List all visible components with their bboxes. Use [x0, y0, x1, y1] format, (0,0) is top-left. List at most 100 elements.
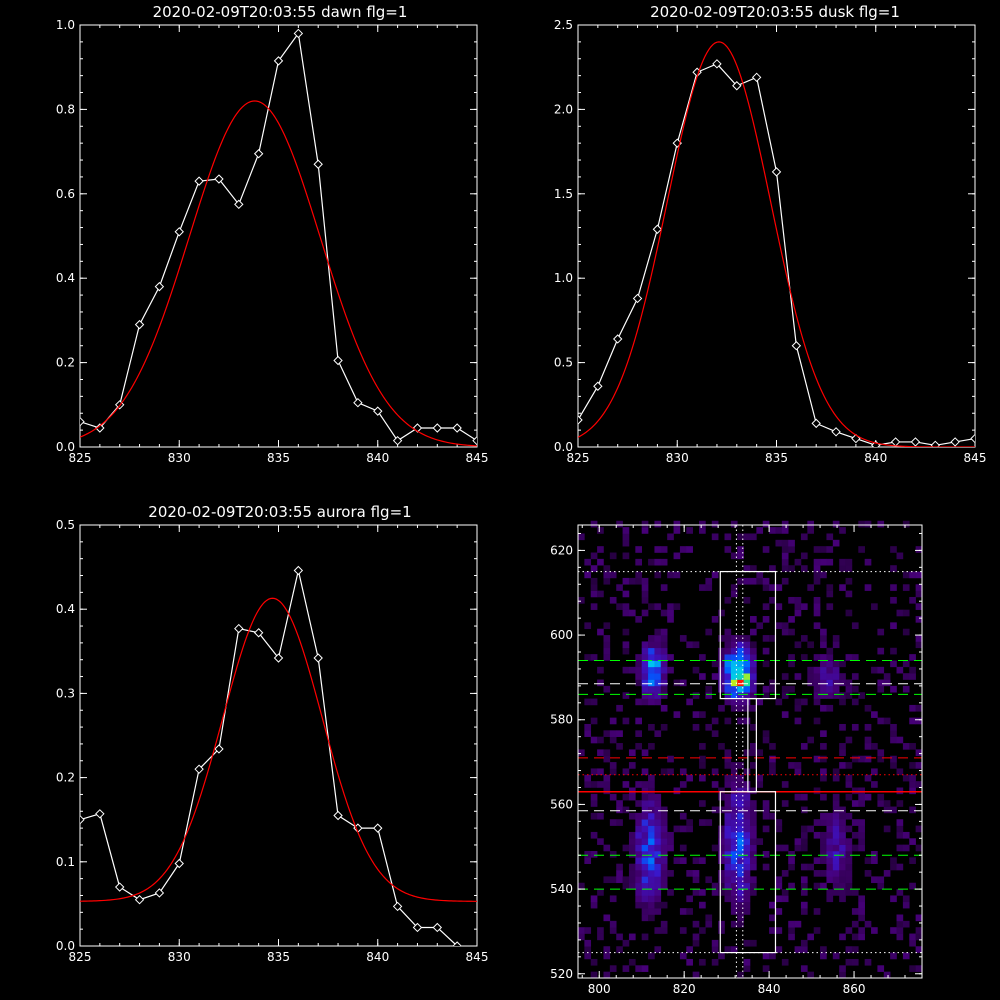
image-heatmap-cell — [883, 679, 891, 687]
image-heatmap-cell — [743, 698, 751, 706]
image-heatmap-cell — [807, 666, 814, 674]
aurora-data-point — [114, 882, 125, 892]
image-heatmap-cell — [826, 558, 834, 566]
image-heatmap-cell — [737, 889, 744, 896]
image-heatmap-cell — [737, 914, 744, 922]
image-heatmap-cell — [743, 666, 751, 674]
image-heatmap-cell — [654, 666, 662, 674]
image-heatmap-cell — [654, 876, 662, 884]
image-heatmap-cell — [641, 914, 649, 922]
image-heatmap-cell — [788, 863, 795, 871]
image-heatmap-cell — [641, 895, 649, 903]
image-heatmap-cell — [909, 704, 916, 712]
image-heatmap-cell — [832, 838, 840, 845]
image-heatmap-cell — [743, 596, 751, 604]
image-heatmap-cell — [800, 876, 808, 884]
image-heatmap-cell — [679, 844, 687, 852]
image-heatmap-cell — [641, 660, 649, 668]
image-heatmap-cell — [909, 654, 916, 661]
image-heatmap-cell — [750, 882, 757, 890]
dusk-data-point — [950, 437, 960, 447]
image-heatmap-cell — [858, 908, 865, 915]
image-heatmap-cell — [609, 762, 617, 769]
image-heatmap-cell — [877, 876, 885, 884]
image-heatmap-cell — [826, 584, 834, 591]
aurora-ytick-label: 0.0 — [56, 939, 75, 953]
image-heatmap-cell — [641, 654, 649, 661]
image-heatmap-cell — [743, 819, 751, 826]
image-heatmap-cell — [750, 673, 757, 680]
image-heatmap-cell — [896, 863, 904, 871]
image-heatmap-cell — [730, 787, 738, 795]
image-heatmap-cell — [832, 825, 840, 833]
image-heatmap-cell — [635, 577, 642, 585]
image-heatmap-cell — [820, 838, 827, 845]
image-heatmap-cell — [813, 870, 821, 877]
image-heatmap-cell — [635, 717, 642, 725]
image-heatmap-cell — [641, 933, 649, 941]
dusk-title: 2020-02-09T20:03:55 dusk flg=1 — [650, 3, 900, 21]
image-ytick-label: 580 — [550, 713, 573, 727]
image-heatmap-cell — [648, 558, 655, 566]
image-heatmap-cell — [628, 838, 636, 845]
image-heatmap-cell — [635, 857, 642, 864]
image-heatmap-cell — [788, 546, 795, 553]
image-heatmap-cell — [648, 819, 655, 826]
image-heatmap-cell — [667, 831, 674, 839]
image-heatmap-cell — [641, 901, 649, 909]
image-heatmap-cell — [654, 901, 662, 909]
image-heatmap-cell — [737, 800, 744, 807]
image-heatmap-cell — [654, 679, 662, 687]
image-heatmap-cell — [628, 850, 636, 858]
image-heatmap-cell — [890, 596, 897, 604]
image-heatmap-cell — [800, 793, 808, 801]
image-heatmap-cell — [794, 698, 802, 706]
image-heatmap-cell — [724, 762, 732, 769]
image-heatmap-cell — [641, 965, 649, 972]
image-heatmap-cell — [635, 965, 642, 972]
image-heatmap-cell — [864, 793, 872, 801]
image-heatmap-cell — [890, 730, 897, 737]
image-heatmap-cell — [820, 768, 827, 776]
image-heatmap-cell — [660, 666, 668, 674]
image-heatmap-cell — [590, 520, 598, 528]
image-heatmap-cell — [699, 889, 706, 896]
dawn-data-point — [392, 435, 403, 446]
image-heatmap-cell — [628, 812, 636, 820]
image-heatmap-cell — [730, 825, 738, 833]
image-heatmap-cell — [762, 965, 770, 972]
image-heatmap-cell — [839, 863, 846, 871]
image-heatmap-cell — [718, 889, 725, 896]
image-heatmap-cell — [597, 933, 604, 941]
image-heatmap-cell — [813, 717, 821, 725]
image-heatmap-cell — [648, 723, 655, 731]
image-heatmap-cell — [743, 641, 751, 649]
image-heatmap-cell — [743, 635, 751, 642]
image-heatmap-cell — [909, 965, 916, 972]
aurora-data-point — [253, 628, 264, 638]
image-heatmap-cell — [794, 838, 802, 845]
image-heatmap-cell — [737, 635, 744, 642]
image-heatmap-cell — [584, 723, 592, 731]
image-heatmap-cell — [845, 558, 853, 566]
aurora-data-point — [273, 653, 284, 663]
image-heatmap-cell — [737, 838, 744, 845]
image-heatmap-cell — [800, 901, 808, 909]
image-heatmap-cell — [813, 787, 821, 795]
image-heatmap-cell — [660, 704, 668, 712]
image-heatmap-cell — [660, 628, 668, 636]
image-heatmap-cell — [660, 844, 668, 852]
image-heatmap-cell — [737, 717, 744, 725]
dawn-data-point — [452, 423, 462, 433]
image-heatmap-cell — [654, 635, 662, 642]
image-heatmap-cell — [641, 882, 649, 890]
image-heatmap-cell — [609, 965, 617, 972]
aurora-ytick-label: 0.3 — [56, 686, 75, 700]
image-heatmap-cell — [660, 723, 668, 731]
image-heatmap-cell — [724, 755, 732, 763]
image-heatmap-cell — [832, 692, 840, 699]
image-heatmap-cell — [616, 863, 623, 871]
image-heatmap-cell — [737, 920, 744, 928]
image-heatmap-cell — [839, 838, 846, 845]
